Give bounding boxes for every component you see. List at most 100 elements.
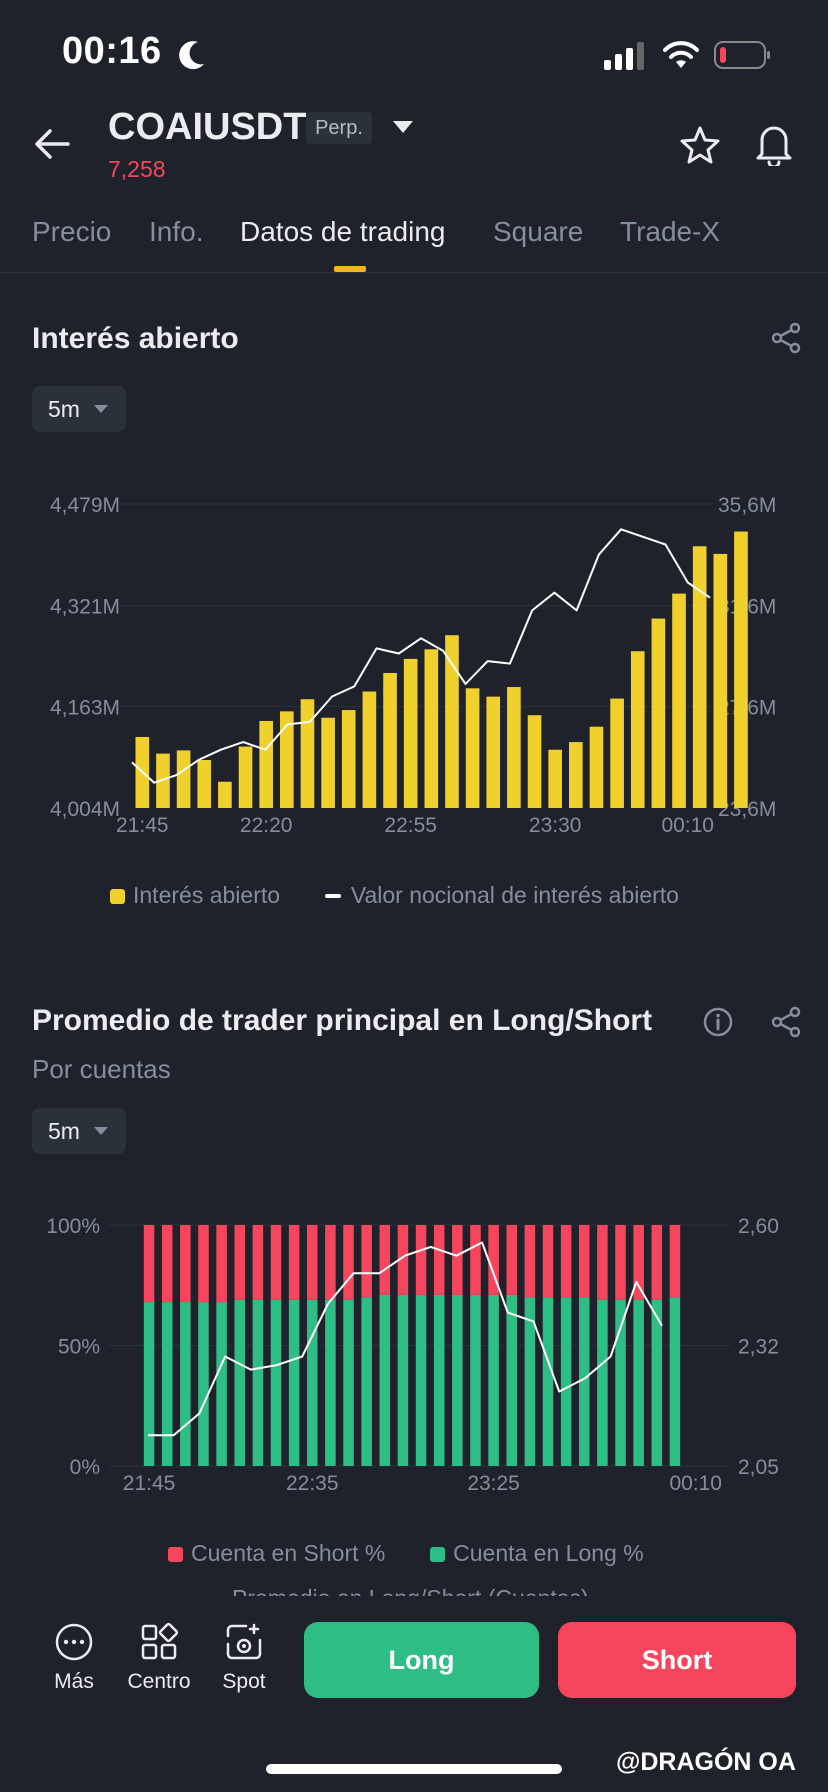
nav-center[interactable]: Centro bbox=[121, 1622, 197, 1694]
x-tick-label: 00:10 bbox=[661, 814, 714, 837]
short-account-bar bbox=[597, 1225, 608, 1300]
long-short-interval-select[interactable]: 5m bbox=[32, 1108, 126, 1154]
battery-icon bbox=[714, 41, 770, 69]
long-account-bar bbox=[651, 1299, 663, 1466]
long-short-legend: Cuenta en Short % Cuenta en Long % bbox=[168, 1540, 644, 1567]
open-interest-bar bbox=[651, 618, 666, 808]
share-icon[interactable] bbox=[770, 1006, 802, 1038]
y-left-tick-label: 50% bbox=[58, 1336, 100, 1359]
short-account-bar bbox=[470, 1225, 481, 1295]
short-account-bar bbox=[161, 1225, 173, 1303]
y-left-tick-label: 4,479M bbox=[50, 494, 120, 517]
star-icon[interactable] bbox=[680, 126, 720, 164]
short-button[interactable]: Short bbox=[558, 1622, 796, 1698]
pair-price: 7,258 bbox=[108, 156, 166, 182]
bell-icon[interactable] bbox=[754, 122, 794, 166]
nav-more-label: Más bbox=[54, 1670, 94, 1693]
open-interest-bar bbox=[548, 749, 562, 808]
share-icon[interactable] bbox=[770, 322, 802, 354]
open-interest-bar bbox=[527, 715, 542, 808]
open-interest-bar bbox=[341, 710, 356, 808]
y-left-tick-label: 4,321M bbox=[50, 595, 120, 618]
short-account-bar bbox=[488, 1225, 499, 1295]
short-account-bar bbox=[542, 1225, 554, 1298]
open-interest-chart: 4,479M35,6M4,321M31,6M4,163M27,6M4,004M2… bbox=[50, 494, 776, 837]
x-tick-label: 21:45 bbox=[116, 814, 169, 837]
long-account-bar bbox=[270, 1299, 282, 1466]
tab-trade-x[interactable]: Trade-X bbox=[620, 216, 721, 247]
moon-icon bbox=[179, 41, 204, 70]
open-interest-title: Interés abierto bbox=[32, 322, 239, 355]
long-account-bar bbox=[669, 1297, 681, 1466]
long-account-bar bbox=[633, 1299, 644, 1466]
short-account-bar bbox=[379, 1225, 391, 1295]
y-right-tick-label: 23,6M bbox=[718, 798, 776, 821]
caret-down-icon bbox=[94, 405, 108, 413]
back-arrow-icon[interactable] bbox=[34, 128, 70, 160]
long-account-bar bbox=[361, 1297, 372, 1466]
short-account-bar bbox=[234, 1225, 245, 1300]
long-short-chart: 100% 2,60 50% 2,32 0% 2,05 21:45 22:35 23:25 00:1… bbox=[46, 1215, 779, 1495]
long-account-bar bbox=[524, 1297, 536, 1466]
info-icon[interactable] bbox=[702, 1006, 734, 1038]
long-account-bar bbox=[252, 1299, 264, 1466]
short-account-bar bbox=[325, 1225, 336, 1300]
x-tick-label: 21:45 bbox=[123, 1472, 176, 1495]
chevron-down-icon[interactable] bbox=[392, 120, 414, 134]
short-account-bar bbox=[288, 1225, 300, 1300]
tab-precio[interactable]: Precio bbox=[32, 216, 112, 247]
nav-spot[interactable]: Spot bbox=[206, 1622, 282, 1694]
open-interest-bar bbox=[197, 760, 212, 808]
long-short-subtitle: Por cuentas bbox=[32, 1054, 171, 1084]
interval-label: 5m bbox=[48, 396, 80, 422]
legend-long-label: Cuenta en Long % bbox=[453, 1540, 644, 1566]
long-account-bar bbox=[143, 1302, 155, 1466]
perp-badge: Perp. bbox=[306, 112, 372, 144]
legend-swatch-bars bbox=[110, 889, 125, 904]
long-account-bar bbox=[234, 1299, 245, 1466]
short-account-bar bbox=[524, 1225, 536, 1298]
x-tick-label: 22:55 bbox=[384, 814, 437, 837]
open-interest-bar bbox=[280, 711, 294, 808]
tab-square[interactable]: Square bbox=[493, 216, 584, 247]
short-account-bar bbox=[252, 1225, 264, 1300]
x-tick-label: 00:10 bbox=[669, 1472, 722, 1495]
tab-info[interactable]: Info. bbox=[149, 216, 204, 247]
long-button[interactable]: Long bbox=[304, 1622, 539, 1698]
short-account-bar bbox=[615, 1225, 626, 1300]
nav-center-label: Centro bbox=[127, 1670, 191, 1693]
long-account-bar bbox=[542, 1297, 554, 1466]
legend-line-label: Valor nocional de interés abierto bbox=[350, 882, 679, 908]
long-short-title: Promedio de trader principal en Long/Sho… bbox=[32, 1004, 653, 1037]
signal-icon bbox=[604, 42, 644, 70]
long-account-bar bbox=[506, 1294, 517, 1466]
short-account-bar bbox=[669, 1225, 681, 1298]
open-interest-bar bbox=[362, 691, 377, 808]
open-interest-interval-select[interactable]: 5m bbox=[32, 386, 126, 432]
open-interest-bar bbox=[589, 726, 604, 808]
open-interest-bar bbox=[486, 696, 501, 808]
short-account-bar bbox=[433, 1225, 445, 1295]
pair-title[interactable]: COAIUSDT bbox=[108, 106, 307, 148]
short-account-bar bbox=[198, 1225, 209, 1303]
open-interest-bar bbox=[300, 699, 315, 808]
center-icon bbox=[141, 1622, 179, 1660]
long-account-bar bbox=[180, 1302, 191, 1466]
long-account-bar bbox=[307, 1299, 318, 1466]
legend-bars-label: Interés abierto bbox=[133, 882, 281, 908]
open-interest-bar bbox=[424, 649, 439, 808]
nav-more[interactable]: Más bbox=[36, 1622, 112, 1694]
open-interest-bar bbox=[507, 687, 521, 808]
nav-spot-label: Spot bbox=[222, 1670, 266, 1693]
long-account-bar bbox=[288, 1299, 300, 1466]
open-interest-bar bbox=[156, 753, 170, 808]
long-account-bar bbox=[216, 1302, 227, 1466]
x-tick-label: 23:25 bbox=[467, 1472, 520, 1495]
tab-datos-de-trading[interactable]: Datos de trading bbox=[240, 216, 446, 247]
short-account-bar bbox=[633, 1225, 644, 1300]
open-interest-bar bbox=[176, 750, 191, 808]
short-account-bar bbox=[361, 1225, 372, 1298]
short-account-bar bbox=[415, 1225, 427, 1295]
y-left-tick-label: 0% bbox=[70, 1456, 100, 1479]
y-right-tick-label: 2,60 bbox=[738, 1215, 779, 1238]
